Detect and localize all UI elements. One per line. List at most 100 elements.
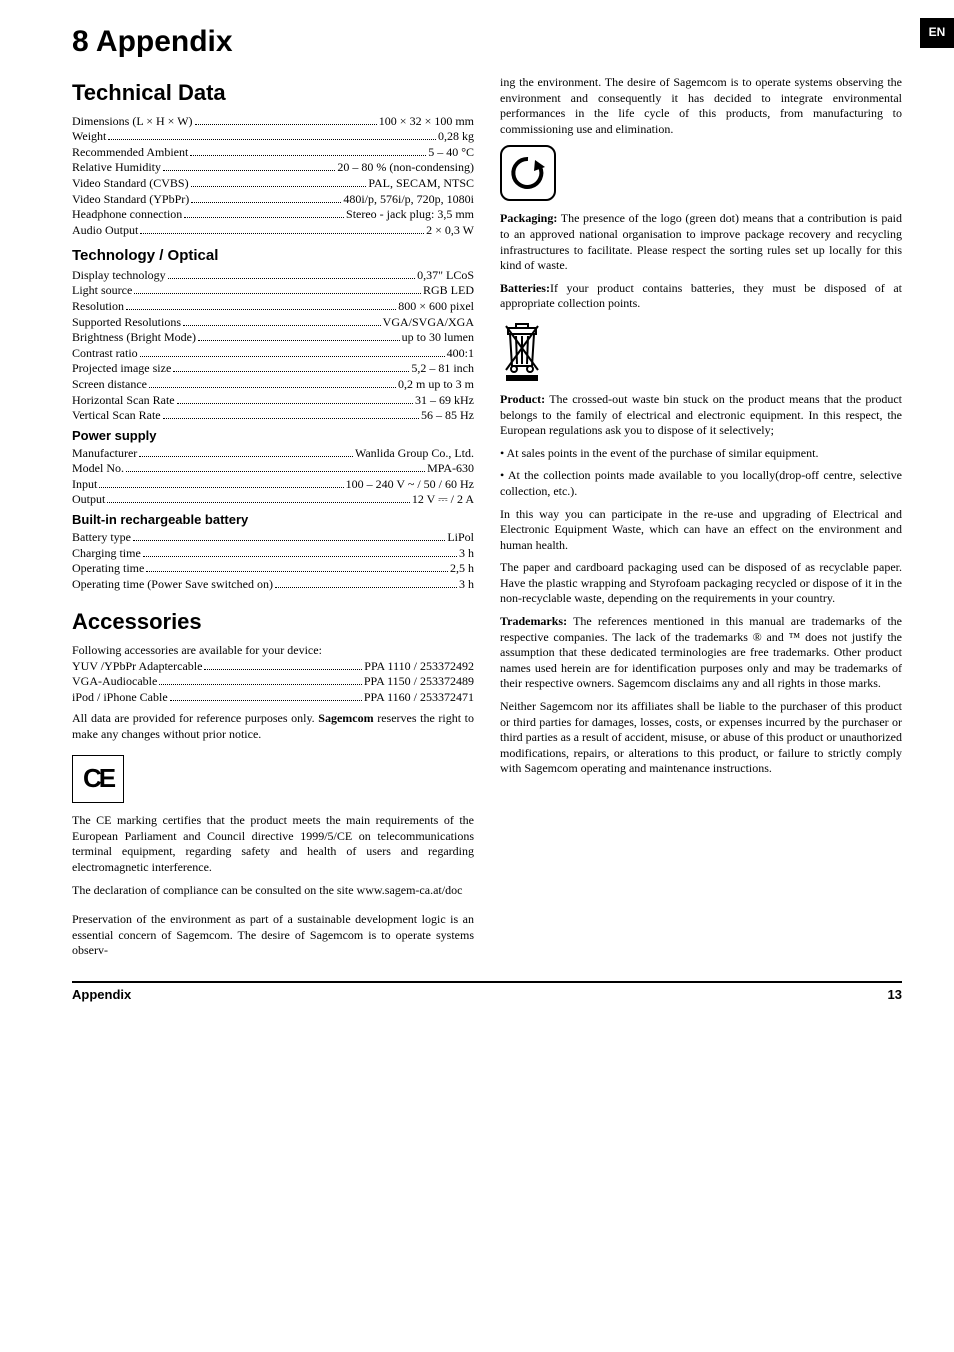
spec-value: PPA 1150 / 253372489 bbox=[364, 674, 474, 690]
reuse-text: In this way you can participate in the r… bbox=[500, 507, 902, 554]
spec-label: Operating time bbox=[72, 561, 144, 577]
spec-dots bbox=[149, 387, 396, 388]
spec-label: Input bbox=[72, 477, 97, 493]
spec-row: Weight0,28 kg bbox=[72, 129, 474, 145]
spec-row: Audio Output 2 × 0,3 W bbox=[72, 223, 474, 239]
spec-value: MPA-630 bbox=[427, 461, 474, 477]
language-tab: EN bbox=[920, 18, 954, 48]
spec-label: Vertical Scan Rate bbox=[72, 408, 161, 424]
spec-row: Supported ResolutionsVGA/SVGA/XGA bbox=[72, 315, 474, 331]
spec-dots bbox=[107, 502, 410, 503]
spec-row: Light source RGB LED bbox=[72, 283, 474, 299]
spec-dots bbox=[183, 325, 381, 326]
spec-dots bbox=[99, 487, 343, 488]
spec-dots bbox=[204, 669, 362, 670]
spec-label: YUV /YPbPr Adaptercable bbox=[72, 659, 202, 675]
packaging-text: Packaging: The presence of the logo (gre… bbox=[500, 211, 902, 273]
spec-label: Screen distance bbox=[72, 377, 147, 393]
spec-value: 20 – 80 % (non-condensing) bbox=[337, 160, 474, 176]
spec-label: Horizontal Scan Rate bbox=[72, 393, 175, 409]
accessories-note: All data are provided for reference purp… bbox=[72, 711, 474, 742]
spec-label: Manufacturer bbox=[72, 446, 137, 462]
spec-value: Wanlida Group Co., Ltd. bbox=[355, 446, 474, 462]
spec-row: Input 100 – 240 V ~ / 50 / 60 Hz bbox=[72, 477, 474, 493]
spec-row: Video Standard (CVBS) PAL, SECAM, NTSC bbox=[72, 176, 474, 192]
batteries-text: Batteries:If your product contains batte… bbox=[500, 281, 902, 312]
spec-value: 100 – 240 V ~ / 50 / 60 Hz bbox=[346, 477, 474, 493]
spec-row: Recommended Ambient5 – 40 °C bbox=[72, 145, 474, 161]
spec-label: Audio Output bbox=[72, 223, 138, 239]
spec-dots bbox=[163, 418, 419, 419]
spec-row: VGA-AudiocablePPA 1150 / 253372489 bbox=[72, 674, 474, 690]
spec-label: Brightness (Bright Mode) bbox=[72, 330, 196, 346]
spec-row: Display technology 0,37" LCoS bbox=[72, 268, 474, 284]
spec-value: 0,37" LCoS bbox=[417, 268, 474, 284]
spec-value: 0,28 kg bbox=[438, 129, 474, 145]
spec-dots bbox=[173, 371, 409, 372]
spec-value: 5,2 – 81 inch bbox=[411, 361, 474, 377]
environment-continuation: ing the environment. The desire of Sagem… bbox=[500, 75, 902, 137]
spec-row: Vertical Scan Rate 56 – 85 Hz bbox=[72, 408, 474, 424]
spec-row: Horizontal Scan Rate 31 – 69 kHz bbox=[72, 393, 474, 409]
accessories-intro: Following accessories are available for … bbox=[72, 643, 474, 659]
spec-value: 3 h bbox=[459, 577, 474, 593]
spec-dots bbox=[143, 556, 457, 557]
spec-row: Charging time3 h bbox=[72, 546, 474, 562]
spec-label: Light source bbox=[72, 283, 132, 299]
spec-dots bbox=[133, 540, 445, 541]
spec-label: Display technology bbox=[72, 268, 166, 284]
tech-optical-heading: Technology / Optical bbox=[72, 246, 474, 266]
spec-dots bbox=[275, 587, 457, 588]
spec-value: LiPol bbox=[447, 530, 474, 546]
spec-row: Video Standard (YPbPr) 480i/p, 576i/p, 7… bbox=[72, 192, 474, 208]
spec-row: Battery type LiPol bbox=[72, 530, 474, 546]
spec-dots bbox=[198, 340, 400, 341]
ce-mark-icon: CE bbox=[72, 755, 124, 803]
battery-heading: Built-in rechargeable battery bbox=[72, 512, 474, 529]
spec-label: Projected image size bbox=[72, 361, 171, 377]
paper-packaging-text: The paper and cardboard packaging used c… bbox=[500, 560, 902, 607]
spec-value: 0,2 m up to 3 m bbox=[398, 377, 474, 393]
spec-row: Operating time (Power Save switched on) 3… bbox=[72, 577, 474, 593]
spec-label: Headphone connection bbox=[72, 207, 182, 223]
weee-bin-icon bbox=[500, 320, 544, 382]
spec-label: Battery type bbox=[72, 530, 131, 546]
footer-page-number: 13 bbox=[888, 987, 902, 1004]
spec-label: Model No. bbox=[72, 461, 124, 477]
spec-label: Operating time (Power Save switched on) bbox=[72, 577, 273, 593]
spec-label: Relative Humidity bbox=[72, 160, 161, 176]
spec-row: Contrast ratio 400:1 bbox=[72, 346, 474, 362]
spec-label: Charging time bbox=[72, 546, 141, 562]
spec-label: Video Standard (YPbPr) bbox=[72, 192, 189, 208]
spec-value: PPA 1110 / 253372492 bbox=[364, 659, 474, 675]
spec-label: Resolution bbox=[72, 299, 124, 315]
column-left: Technical Data Dimensions (L × H × W)100… bbox=[72, 75, 474, 959]
product-text: Product: The crossed-out waste bin stuck… bbox=[500, 392, 902, 439]
spec-row: Projected image size 5,2 – 81 inch bbox=[72, 361, 474, 377]
spec-value: Stereo - jack plug: 3,5 mm bbox=[346, 207, 474, 223]
spec-dots bbox=[134, 293, 421, 294]
spec-value: 12 V ⎓ / 2 A bbox=[412, 492, 474, 508]
spec-row: Resolution 800 × 600 pixel bbox=[72, 299, 474, 315]
spec-value: 56 – 85 Hz bbox=[421, 408, 474, 424]
spec-value: 31 – 69 kHz bbox=[415, 393, 474, 409]
spec-dots bbox=[126, 471, 425, 472]
spec-dots bbox=[177, 403, 413, 404]
spec-value: PAL, SECAM, NTSC bbox=[368, 176, 474, 192]
spec-value: 800 × 600 pixel bbox=[398, 299, 474, 315]
spec-dots bbox=[184, 217, 344, 218]
page-footer: Appendix 13 bbox=[72, 981, 902, 1004]
spec-dots bbox=[108, 139, 436, 140]
spec-value: VGA/SVGA/XGA bbox=[383, 315, 474, 331]
spec-dots bbox=[195, 124, 377, 125]
spec-value: 2 × 0,3 W bbox=[426, 223, 474, 239]
spec-row: Manufacturer Wanlida Group Co., Ltd. bbox=[72, 446, 474, 462]
spec-value: RGB LED bbox=[423, 283, 474, 299]
spec-row: Relative Humidity 20 – 80 % (non-condensi… bbox=[72, 160, 474, 176]
spec-dots bbox=[190, 155, 426, 156]
spec-value: 400:1 bbox=[447, 346, 474, 362]
spec-value: PPA 1160 / 253372471 bbox=[364, 690, 474, 706]
trademarks-text: Trademarks: The references mentioned in … bbox=[500, 614, 902, 692]
spec-dots bbox=[159, 684, 362, 685]
bullet-sales-points: • At sales points in the event of the pu… bbox=[500, 446, 902, 462]
